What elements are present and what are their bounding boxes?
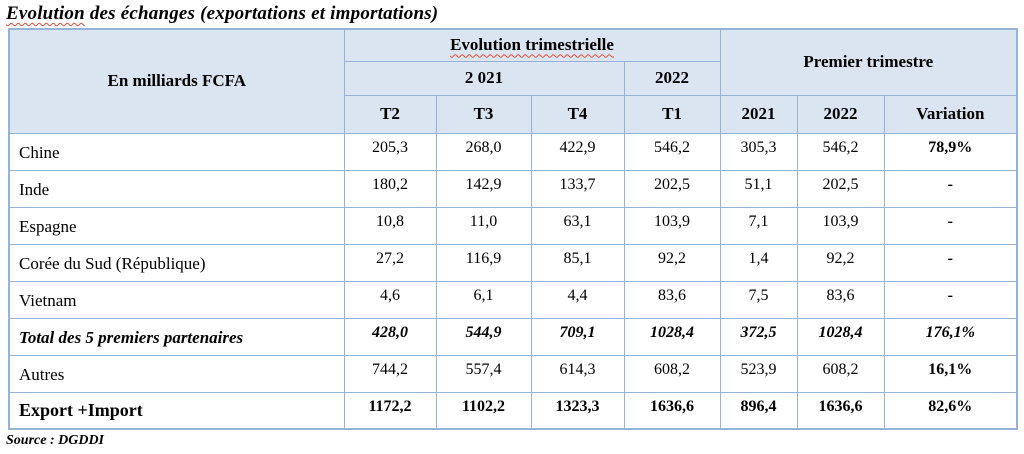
cell-value: 202,5 (796, 169, 885, 208)
cell-value: 103,9 (796, 206, 885, 245)
cell-value: 10,8 (343, 206, 437, 245)
cell-value: 709,1 (530, 317, 625, 356)
cell-variation: 78,9% (883, 132, 1018, 171)
cell-value: 205,3 (343, 132, 437, 171)
row-label: Corée du Sud (République) (8, 243, 345, 282)
cell-value: 4,4 (530, 280, 625, 319)
cell-variation: - (883, 169, 1018, 208)
cell-value: 557,4 (435, 354, 532, 393)
cell-value: 27,2 (343, 243, 437, 282)
col-header-t4: T4 (530, 94, 625, 134)
cell-value: 422,9 (530, 132, 625, 171)
group-header-first-quarter: Premier trimestre (719, 28, 1018, 96)
row-label: Inde (8, 169, 345, 208)
cell-value: 7,1 (719, 206, 798, 245)
cell-value: 523,9 (719, 354, 798, 393)
table-row-vietnam: Vietnam 4,6 6,1 4,4 83,6 7,5 83,6 - (8, 280, 1018, 319)
cell-value: 85,1 (530, 243, 625, 282)
year-header-2021: 2 021 (343, 60, 625, 96)
table-row-espagne: Espagne 10,8 11,0 63,1 103,9 7,1 103,9 - (8, 206, 1018, 245)
title-rest: des échanges (exportations et importatio… (84, 3, 439, 24)
header-row-groups: En milliards FCFA Evolution trimestriell… (8, 28, 1018, 134)
header-row-columns: T2 T3 T4 T1 2021 2022 Variation (9, 94, 1018, 134)
cell-value: 546,2 (796, 132, 885, 171)
cell-value: 133,7 (530, 169, 625, 208)
group-header-quarterly: Evolution trimestrielle (343, 28, 721, 62)
cell-value: 83,6 (796, 280, 885, 319)
cell-value: 1028,4 (796, 317, 885, 356)
row-label: Vietnam (8, 280, 345, 319)
cell-value: 202,5 (623, 169, 721, 208)
cell-variation: - (883, 206, 1018, 245)
cell-value: 4,6 (343, 280, 437, 319)
col-header-t1: T1 (623, 94, 721, 134)
col-header-variation: Variation (883, 94, 1018, 134)
cell-value: 11,0 (435, 206, 532, 245)
cell-value: 7,5 (719, 280, 798, 319)
cell-value: 268,0 (435, 132, 532, 171)
source-note: Source : DGDDI (6, 433, 104, 448)
cell-value: 744,2 (343, 354, 437, 393)
col-header-2021: 2021 (719, 94, 798, 134)
row-label: Espagne (8, 206, 345, 245)
cell-value: 428,0 (343, 317, 437, 356)
group-header-quarterly-label: Evolution trimestrielle (450, 35, 614, 55)
col-header-t2: T2 (343, 94, 437, 134)
row-label: Autres (8, 354, 345, 393)
header-row-years: 2 021 2022 (9, 60, 1017, 96)
cell-value: 142,9 (435, 169, 532, 208)
col-header-t3: T3 (435, 94, 532, 134)
document-page: Evolution des échanges (exportations et … (0, 3, 1024, 454)
cell-value: 1323,3 (530, 391, 625, 430)
table-row-autres: Autres 744,2 557,4 614,3 608,2 523,9 608… (8, 354, 1018, 393)
cell-variation: 176,1% (883, 317, 1018, 356)
table-row-chine: Chine 205,3 268,0 422,9 546,2 305,3 546,… (8, 132, 1018, 171)
cell-value: 83,6 (623, 280, 721, 319)
cell-value: 1028,4 (623, 317, 721, 356)
cell-value: 6,1 (435, 280, 532, 319)
page-title: Evolution des échanges (exportations et … (6, 3, 1024, 25)
cell-value: 1172,2 (343, 391, 437, 430)
cell-value: 92,2 (623, 243, 721, 282)
cell-variation: - (883, 243, 1018, 282)
row-label: Chine (8, 132, 345, 171)
cell-value: 180,2 (343, 169, 437, 208)
cell-value: 372,5 (719, 317, 798, 356)
trade-table: En milliards FCFA Evolution trimestriell… (8, 28, 1019, 430)
cell-value: 1,4 (719, 243, 798, 282)
cell-value: 546,2 (623, 132, 721, 171)
row-label: Total des 5 premiers partenaires (8, 317, 345, 356)
table-row-inde: Inde 180,2 142,9 133,7 202,5 51,1 202,5 … (8, 169, 1018, 208)
row-label: Export +Import (8, 391, 345, 430)
table-row-coree: Corée du Sud (République) 27,2 116,9 85,… (8, 243, 1018, 282)
year-header-2022: 2022 (623, 60, 721, 96)
cell-value: 103,9 (623, 206, 721, 245)
cell-value: 1102,2 (435, 391, 532, 430)
cell-value: 896,4 (719, 391, 798, 430)
col-header-2022: 2022 (796, 94, 885, 134)
cell-value: 51,1 (719, 169, 798, 208)
cell-value: 305,3 (719, 132, 798, 171)
cell-value: 1636,6 (796, 391, 885, 430)
cell-variation: - (883, 280, 1018, 319)
table-row-export-import: Export +Import 1172,2 1102,2 1323,3 1636… (8, 391, 1018, 430)
cell-variation: 82,6% (883, 391, 1018, 430)
cell-value: 92,2 (796, 243, 885, 282)
table-row-total-partenaires: Total des 5 premiers partenaires 428,0 5… (8, 317, 1018, 356)
cell-value: 1636,6 (623, 391, 721, 430)
cell-value: 116,9 (435, 243, 532, 282)
title-word-evolution: Evolution (6, 3, 85, 24)
cell-value: 544,9 (435, 317, 532, 356)
corner-header: En milliards FCFA (8, 28, 345, 134)
cell-variation: 16,1% (883, 354, 1018, 393)
cell-value: 608,2 (623, 354, 721, 393)
cell-value: 608,2 (796, 354, 885, 393)
cell-value: 614,3 (530, 354, 625, 393)
cell-value: 63,1 (530, 206, 625, 245)
